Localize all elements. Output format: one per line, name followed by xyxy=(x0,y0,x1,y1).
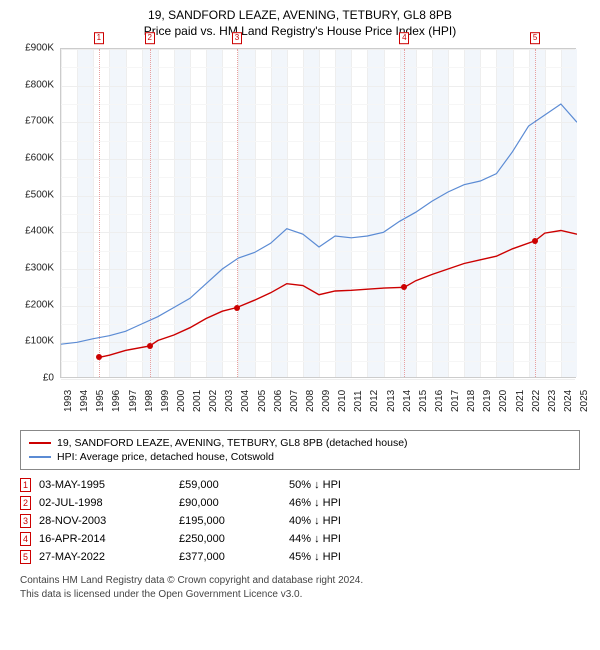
x-tick: 2017 xyxy=(450,390,461,412)
txn-marker: 1 xyxy=(20,478,31,492)
x-tick: 2002 xyxy=(208,390,219,412)
x-tick: 2019 xyxy=(482,390,493,412)
y-tick: £600K xyxy=(25,153,54,164)
x-tick: 2012 xyxy=(369,390,380,412)
x-tick: 2016 xyxy=(434,390,445,412)
marker-flag: 1 xyxy=(94,32,104,44)
x-tick: 2015 xyxy=(418,390,429,412)
marker-dot xyxy=(532,238,538,244)
txn-marker: 4 xyxy=(20,532,31,546)
txn-price: £195,000 xyxy=(179,515,289,527)
txn-change: 45% ↓ HPI xyxy=(289,551,409,563)
x-tick: 2018 xyxy=(466,390,477,412)
transactions-table: 1 03-MAY-1995£59,00050% ↓ HPI 2 02-JUL-1998… xyxy=(20,476,580,566)
marker-dot xyxy=(147,343,153,349)
x-tick: 1997 xyxy=(128,390,139,412)
txn-price: £250,000 xyxy=(179,533,289,545)
x-tick: 2006 xyxy=(273,390,284,412)
plot-area: 12345 xyxy=(60,48,576,378)
txn-date: 28-NOV-2003 xyxy=(39,515,179,527)
marker-flag: 4 xyxy=(399,32,409,44)
chart-svg xyxy=(61,49,577,379)
txn-date: 02-JUL-1998 xyxy=(39,497,179,509)
x-tick: 1999 xyxy=(160,390,171,412)
x-tick: 2021 xyxy=(515,390,526,412)
transaction-row: 3 28-NOV-2003£195,00040% ↓ HPI xyxy=(20,512,580,530)
chart-title: 19, SANDFORD LEAZE, AVENING, TETBURY, GL… xyxy=(10,8,590,22)
x-tick: 2023 xyxy=(547,390,558,412)
y-tick: £400K xyxy=(25,226,54,237)
footer-line-1: Contains HM Land Registry data © Crown c… xyxy=(20,574,580,588)
x-tick: 1998 xyxy=(144,390,155,412)
transaction-row: 2 02-JUL-1998£90,00046% ↓ HPI xyxy=(20,494,580,512)
txn-change: 44% ↓ HPI xyxy=(289,533,409,545)
marker-flag: 2 xyxy=(145,32,155,44)
x-tick: 2022 xyxy=(531,390,542,412)
legend-label: HPI: Average price, detached house, Cots… xyxy=(57,451,274,463)
y-tick: £800K xyxy=(25,79,54,90)
x-tick: 2011 xyxy=(353,390,364,412)
y-tick: £300K xyxy=(25,263,54,274)
x-tick: 1993 xyxy=(63,390,74,412)
y-tick: £200K xyxy=(25,299,54,310)
x-tick: 2020 xyxy=(498,390,509,412)
x-tick: 2008 xyxy=(305,390,316,412)
legend-item: HPI: Average price, detached house, Cots… xyxy=(29,450,571,464)
y-tick: £500K xyxy=(25,189,54,200)
txn-change: 46% ↓ HPI xyxy=(289,497,409,509)
series-property xyxy=(99,231,577,358)
txn-date: 16-APR-2014 xyxy=(39,533,179,545)
marker-flag: 3 xyxy=(232,32,242,44)
y-axis: £0£100K£200K£300K£400K£500K£600K£700K£80… xyxy=(20,48,58,378)
x-tick: 2009 xyxy=(321,390,332,412)
legend-swatch xyxy=(29,442,51,444)
y-tick: £100K xyxy=(25,336,54,347)
txn-marker: 2 xyxy=(20,496,31,510)
txn-price: £90,000 xyxy=(179,497,289,509)
x-tick: 2025 xyxy=(579,390,590,412)
marker-dot xyxy=(96,354,102,360)
txn-marker: 5 xyxy=(20,550,31,564)
x-tick: 2024 xyxy=(563,390,574,412)
x-tick: 2007 xyxy=(289,390,300,412)
x-tick: 2004 xyxy=(240,390,251,412)
transaction-row: 1 03-MAY-1995£59,00050% ↓ HPI xyxy=(20,476,580,494)
marker-dot xyxy=(401,284,407,290)
x-tick: 2013 xyxy=(386,390,397,412)
x-tick: 1995 xyxy=(95,390,106,412)
x-tick: 2014 xyxy=(402,390,413,412)
x-tick: 2001 xyxy=(192,390,203,412)
marker-flag: 5 xyxy=(530,32,540,44)
txn-date: 03-MAY-1995 xyxy=(39,479,179,491)
y-tick: £700K xyxy=(25,116,54,127)
marker-dot xyxy=(234,305,240,311)
x-tick: 1996 xyxy=(111,390,122,412)
txn-date: 27-MAY-2022 xyxy=(39,551,179,563)
series-hpi xyxy=(61,104,577,344)
x-tick: 2003 xyxy=(224,390,235,412)
legend-swatch xyxy=(29,456,51,458)
transaction-row: 5 27-MAY-2022£377,00045% ↓ HPI xyxy=(20,548,580,566)
legend-label: 19, SANDFORD LEAZE, AVENING, TETBURY, GL… xyxy=(57,437,408,449)
txn-price: £59,000 xyxy=(179,479,289,491)
legend: 19, SANDFORD LEAZE, AVENING, TETBURY, GL… xyxy=(20,430,580,470)
legend-item: 19, SANDFORD LEAZE, AVENING, TETBURY, GL… xyxy=(29,436,571,450)
footer-line-2: This data is licensed under the Open Gov… xyxy=(20,588,580,602)
x-tick: 2010 xyxy=(337,390,348,412)
txn-marker: 3 xyxy=(20,514,31,528)
txn-change: 40% ↓ HPI xyxy=(289,515,409,527)
x-axis: 1993 1994 1995 1996 1997 1998 1999 2000 2001 2002… xyxy=(60,380,576,424)
chart: £0 £100K £200K £300K £400K £500K £600K £700K £80… xyxy=(20,44,580,424)
x-tick: 1994 xyxy=(79,390,90,412)
x-tick: 2000 xyxy=(176,390,187,412)
y-tick: £900K xyxy=(25,43,54,54)
transaction-row: 4 16-APR-2014£250,00044% ↓ HPI xyxy=(20,530,580,548)
txn-price: £377,000 xyxy=(179,551,289,563)
y-tick: £0 xyxy=(43,373,54,384)
x-tick: 2005 xyxy=(257,390,268,412)
txn-change: 50% ↓ HPI xyxy=(289,479,409,491)
